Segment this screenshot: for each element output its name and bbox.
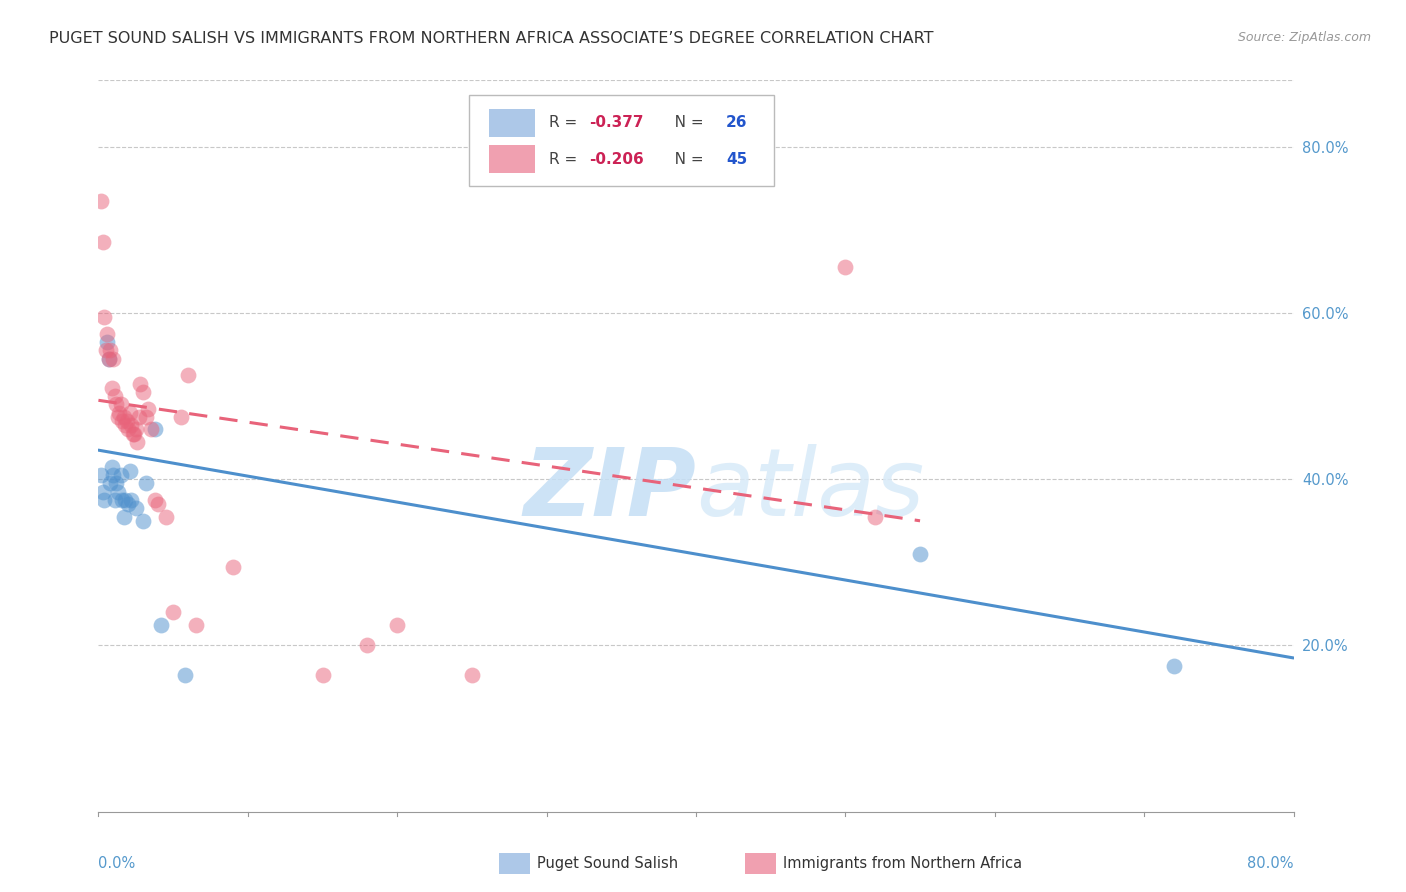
Point [90,468,112,483]
Point [110,468,132,483]
Text: R =: R = [548,115,582,130]
Point [135,476,157,491]
Point [162,605,184,619]
Text: 45: 45 [725,152,747,167]
Point [356,639,378,653]
Text: Source: ZipAtlas.com: Source: ZipAtlas.com [1237,31,1371,45]
Text: -0.206: -0.206 [589,152,644,167]
Text: N =: N = [661,152,709,167]
Point [125,501,148,516]
Point [103,468,125,483]
Point [101,381,124,395]
Point [93,493,115,508]
Text: atlas: atlas [696,444,924,535]
Point [127,434,149,449]
Point [112,509,135,524]
Point [865,509,887,524]
Point [834,260,856,275]
Point [90,194,112,208]
Point [103,351,125,366]
Point [97,351,120,366]
Point [118,406,141,420]
Text: Puget Sound Salish: Puget Sound Salish [537,856,678,871]
FancyBboxPatch shape [470,95,773,186]
Point [105,476,128,491]
Point [385,617,409,632]
Point [118,464,141,478]
Point [108,406,131,420]
Point [120,418,142,433]
Point [132,514,155,528]
Text: 80.0%: 80.0% [1247,855,1294,871]
Point [107,409,129,424]
Point [111,414,134,428]
Point [132,384,155,399]
Point [177,368,200,383]
Text: Immigrants from Northern Africa: Immigrants from Northern Africa [783,856,1022,871]
Point [114,418,136,433]
Point [101,459,124,474]
Text: 0.0%: 0.0% [98,855,135,871]
Point [91,235,114,250]
Point [311,667,333,681]
Point [124,426,146,441]
Point [184,617,207,632]
Point [94,343,117,358]
Point [105,397,128,411]
Text: N =: N = [661,115,709,130]
Point [112,409,135,424]
Point [136,401,159,416]
Point [155,509,177,524]
Point [461,667,484,681]
FancyBboxPatch shape [489,145,534,173]
Point [120,493,142,508]
Point [117,422,139,436]
Point [150,617,173,632]
FancyBboxPatch shape [489,109,534,136]
Point [908,547,931,561]
Point [143,493,166,508]
Point [104,493,127,508]
Point [143,422,166,436]
Text: -0.377: -0.377 [589,115,644,130]
Point [148,497,170,511]
Text: PUGET SOUND SALISH VS IMMIGRANTS FROM NORTHERN AFRICA ASSOCIATE’S DEGREE CORRELA: PUGET SOUND SALISH VS IMMIGRANTS FROM NO… [49,31,934,46]
Point [129,376,152,391]
Point [222,559,245,574]
Point [111,493,134,508]
Text: 26: 26 [725,115,748,130]
Point [97,351,120,366]
Text: R =: R = [548,152,582,167]
Point [117,497,139,511]
Point [1163,659,1185,673]
Point [121,426,143,441]
Point [128,409,150,424]
Point [125,422,148,436]
Point [104,389,127,403]
Point [174,667,197,681]
Point [98,476,122,491]
Text: ZIP: ZIP [523,444,696,536]
Point [91,484,114,499]
Point [115,414,138,428]
Point [98,343,122,358]
Point [96,326,118,341]
Point [110,397,132,411]
Point [169,409,191,424]
Point [135,409,157,424]
Point [139,422,162,436]
Point [107,484,129,499]
Point [93,310,115,325]
Point [114,493,136,508]
Point [96,335,118,350]
